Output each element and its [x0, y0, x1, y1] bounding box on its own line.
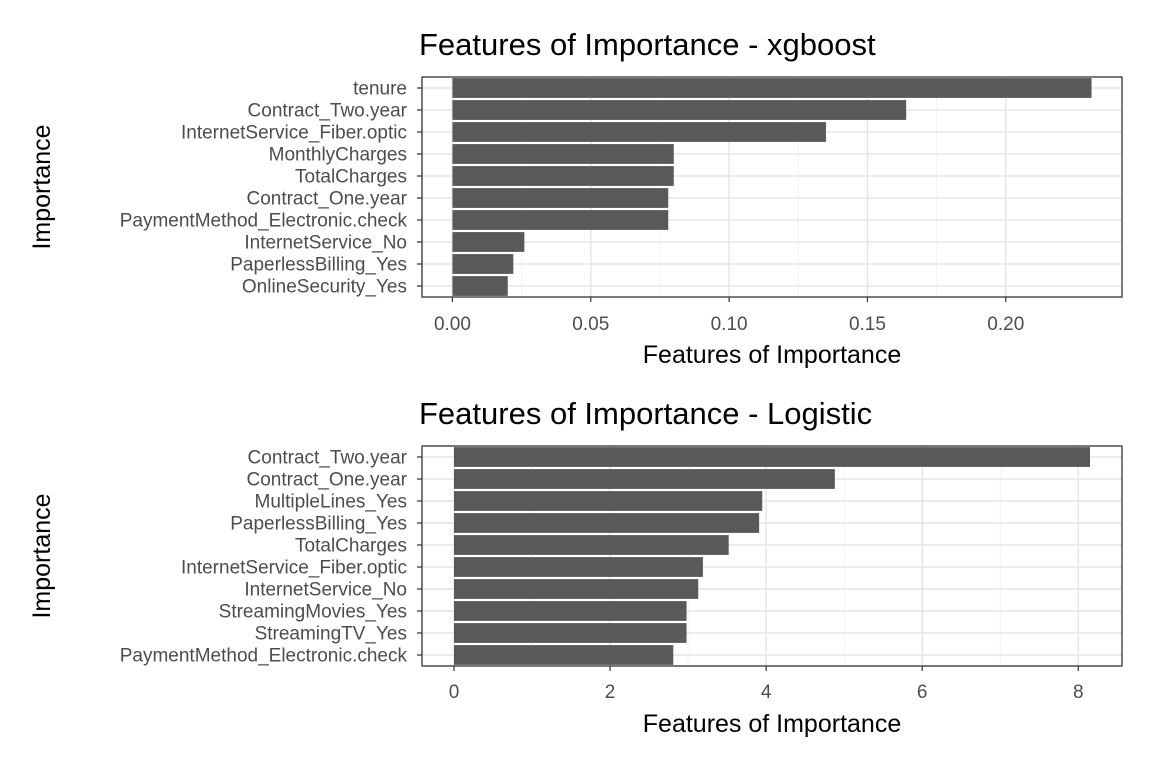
- y-tick-label: InternetService_No: [244, 233, 407, 254]
- y-tick-label: PaperlessBilling_Yes: [230, 255, 407, 276]
- bar: [452, 78, 1092, 98]
- x-tick-label: 2: [605, 682, 616, 703]
- panel-border: [421, 76, 1123, 298]
- y-tick-label: InternetService_Fiber.optic: [181, 123, 407, 144]
- x-tick-label: 6: [917, 682, 928, 703]
- x-tick-label: 8: [1073, 682, 1084, 703]
- x-axis-label: Features of Importance: [643, 710, 901, 738]
- bar: [452, 144, 674, 164]
- bar: [452, 122, 826, 142]
- bar: [453, 447, 1091, 467]
- bar: [453, 579, 699, 599]
- y-tick-label: InternetService_No: [244, 580, 407, 601]
- y-tick-label: InternetService_Fiber.optic: [181, 558, 407, 579]
- chart-title: Features of Importance - Logistic: [419, 396, 872, 431]
- bar: [452, 188, 669, 208]
- bar: [453, 601, 687, 621]
- y-tick-label: Contract_Two.year: [248, 448, 408, 469]
- y-tick-label: Contract_One.year: [246, 470, 407, 491]
- bar: [453, 469, 835, 489]
- bar: [452, 232, 525, 252]
- bar: [452, 100, 907, 120]
- y-tick-label: StreamingMovies_Yes: [219, 602, 407, 623]
- bar: [453, 623, 687, 643]
- y-tick-label: PaymentMethod_Electronic.check: [120, 211, 408, 232]
- y-axis-label: Importance: [28, 493, 56, 618]
- bar: [453, 491, 763, 511]
- bar: [453, 557, 703, 577]
- x-axis-label: Features of Importance: [643, 341, 901, 369]
- y-axis-label: Importance: [28, 124, 56, 249]
- bar: [452, 254, 514, 274]
- y-tick-label: PaymentMethod_Electronic.check: [120, 646, 408, 667]
- bar: [452, 166, 674, 186]
- y-tick-label: PaperlessBilling_Yes: [230, 514, 407, 535]
- bar: [452, 210, 669, 230]
- y-tick-label: MultipleLines_Yes: [255, 492, 407, 513]
- chart-logistic: Contract_Two.yearContract_One.yearMultip…: [28, 396, 1123, 738]
- x-tick-label: 0.10: [711, 314, 748, 335]
- x-tick-label: 0: [449, 682, 460, 703]
- x-tick-label: 0.15: [849, 314, 886, 335]
- y-tick-label: StreamingTV_Yes: [255, 624, 407, 645]
- y-tick-label: tenure: [353, 79, 407, 100]
- y-tick-label: Contract_One.year: [246, 189, 407, 210]
- x-tick-label: 0.00: [434, 314, 471, 335]
- y-tick-label: MonthlyCharges: [269, 145, 407, 166]
- x-tick-label: 4: [761, 682, 772, 703]
- bar: [453, 535, 729, 555]
- bar: [453, 645, 674, 665]
- x-tick-label: 0.05: [572, 314, 609, 335]
- y-tick-label: TotalCharges: [295, 167, 407, 188]
- y-tick-label: Contract_Two.year: [248, 101, 408, 122]
- bar: [453, 513, 760, 533]
- chart-xgboost: tenureContract_Two.yearInternetService_F…: [28, 27, 1123, 369]
- y-tick-label: OnlineSecurity_Yes: [242, 277, 407, 298]
- panel-border: [421, 445, 1123, 667]
- x-tick-label: 0.20: [987, 314, 1024, 335]
- y-tick-label: TotalCharges: [295, 536, 407, 557]
- bar: [452, 276, 508, 296]
- chart-title: Features of Importance - xgboost: [419, 27, 876, 62]
